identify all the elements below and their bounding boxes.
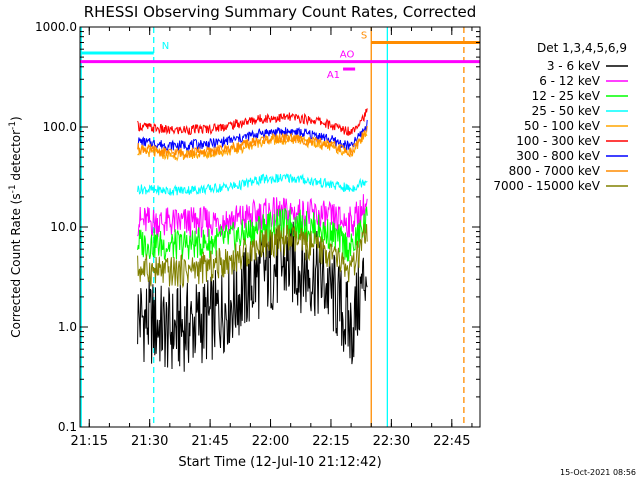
series-line <box>137 173 368 196</box>
x-tick-label: 22:30 <box>373 434 410 449</box>
x-tick-label: 21:15 <box>71 434 108 449</box>
legend-entry-label: 100 - 300 keV <box>516 134 600 148</box>
y-axis-label: Corrected Count Rate (s-1 detector-1) <box>8 116 23 337</box>
y-tick-label: 100.0 <box>43 120 77 134</box>
series-line <box>137 206 368 262</box>
annotation-label: N <box>162 41 169 52</box>
series-line <box>137 223 368 289</box>
legend-title: Det 1,3,4,5,6,9 <box>537 41 627 55</box>
y-axis-label-mid: detector <box>9 130 23 185</box>
legend-entry-label: 300 - 800 keV <box>516 149 600 163</box>
x-axis-label: Start Time (12-Jul-10 21:12:42) <box>178 455 381 470</box>
legend-entry-label: 800 - 7000 keV <box>509 164 601 178</box>
series-line <box>137 125 368 159</box>
chart-title: RHESSI Observing Summary Count Rates, Co… <box>84 3 477 21</box>
x-axis-ticks: 21:15 21:30 21:45 22:00 22:15 22:30 22:45 <box>71 27 473 449</box>
series-line <box>137 221 368 372</box>
x-tick-label: 21:30 <box>131 434 168 449</box>
x-tick-label: 22:15 <box>312 434 349 449</box>
legend-entry-label: 3 - 6 keV <box>547 59 601 73</box>
legend-entry-label: 25 - 50 keV <box>532 104 601 118</box>
y-axis-ticks: 0.1 1.0 10.0 100.0 1000.0 <box>35 20 480 434</box>
legend-entry-label: 6 - 12 keV <box>539 74 601 88</box>
x-tick-label: 22:00 <box>252 434 289 449</box>
annotation-label: A1 <box>327 70 340 81</box>
y-axis-label-exp2: -1 <box>8 121 18 130</box>
y-tick-label: 1.0 <box>58 320 77 334</box>
y-axis-label-main: Corrected Count Rate (s <box>9 193 23 337</box>
y-tick-label: 1000.0 <box>35 20 77 34</box>
y-axis-label-end: ) <box>9 116 23 121</box>
y-axis-label-exp1: -1 <box>8 184 18 193</box>
y-tick-label: 0.1 <box>58 420 77 434</box>
annotation-label: S <box>361 30 367 41</box>
annotation-label: AO <box>340 50 355 61</box>
legend-entry-label: 7000 - 15000 keV <box>493 179 600 193</box>
series-line <box>137 119 368 152</box>
series-line <box>137 194 368 238</box>
x-tick-label: 21:45 <box>191 434 228 449</box>
x-tick-label: 22:45 <box>433 434 470 449</box>
y-tick-label: 10.0 <box>50 220 77 234</box>
legend-entry-label: 50 - 100 keV <box>524 119 601 133</box>
timestamp: 15-Oct-2021 08:56 <box>560 468 636 477</box>
series-line <box>137 108 368 136</box>
legend-entry-label: 12 - 25 keV <box>532 89 601 103</box>
